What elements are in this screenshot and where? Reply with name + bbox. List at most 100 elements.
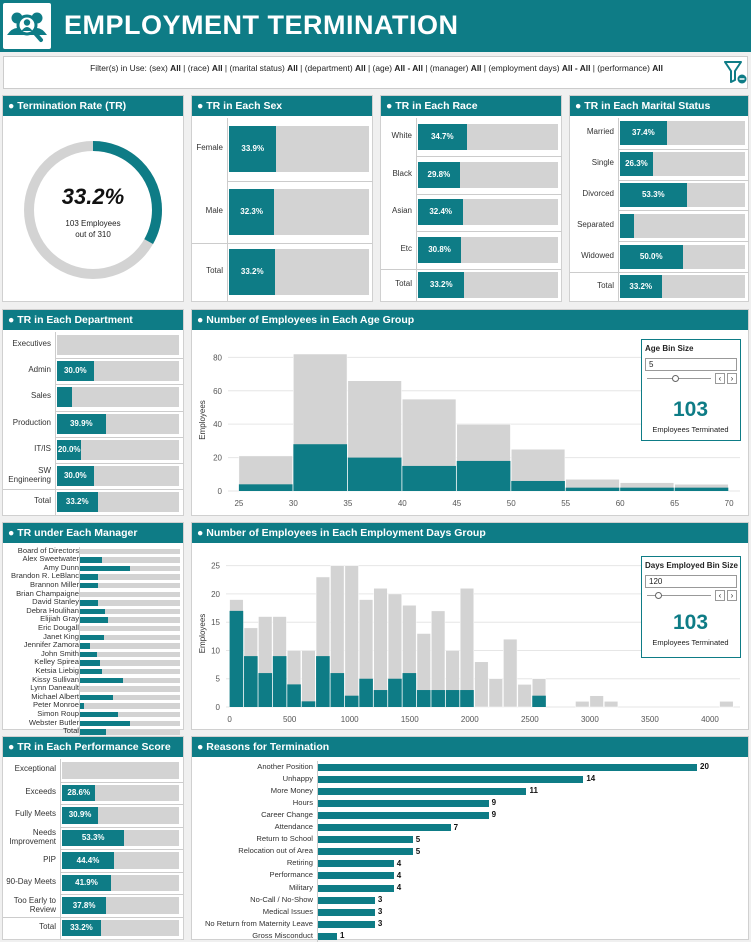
- manager-track-elijiah-gray[interactable]: [80, 617, 180, 623]
- manager-bar-jennifer-zamora[interactable]: [80, 643, 90, 649]
- reason-bar-no-call-no-show[interactable]: [318, 896, 375, 904]
- manager-track-john-smith[interactable]: [80, 651, 180, 658]
- age_chart-terminated-bar[interactable]: [238, 484, 293, 491]
- days_chart-terminated-bar[interactable]: [445, 690, 460, 707]
- department-bar-total[interactable]: 33.2%: [57, 492, 98, 512]
- days_chart-total-bar[interactable]: [474, 661, 489, 708]
- manager-bar-peter-monroe[interactable]: [80, 703, 84, 709]
- days_chart-total-bar[interactable]: [517, 684, 532, 708]
- manager-track-janet-king[interactable]: [80, 634, 180, 641]
- days_chart-terminated-bar[interactable]: [229, 610, 244, 707]
- manager-bar-david-stanley[interactable]: [80, 600, 98, 606]
- days_chart-total-bar[interactable]: [459, 588, 475, 708]
- age_chart-terminated-bar[interactable]: [402, 465, 456, 491]
- reason-bar-hours[interactable]: [318, 799, 489, 807]
- manager-bar-simon-roup[interactable]: [80, 711, 118, 718]
- reason-bar-career-change[interactable]: [318, 811, 489, 819]
- manager-track-board-of-directors[interactable]: [80, 548, 180, 555]
- department-bar-sw-engineering[interactable]: 30.0%: [57, 465, 94, 486]
- manager-track-webster-butler[interactable]: [80, 720, 180, 727]
- marital-bar-total[interactable]: 33.2%: [620, 275, 662, 298]
- performance-bar-too-early-to-review[interactable]: 37.8%: [62, 897, 107, 914]
- age_chart-terminated-bar[interactable]: [511, 480, 565, 491]
- performance-track-exceptional[interactable]: [62, 762, 179, 779]
- marital-bar-single[interactable]: 26.3%: [620, 152, 653, 177]
- reason-bar-gross-misconduct[interactable]: [318, 932, 337, 940]
- filter-performance[interactable]: (performance) All: [597, 63, 663, 73]
- days_chart-terminated-bar[interactable]: [316, 656, 330, 707]
- race-bar-total[interactable]: 33.2%: [418, 272, 465, 298]
- reason-bar-medical-issues[interactable]: [318, 908, 375, 916]
- department-track-it-is[interactable]: [57, 439, 179, 460]
- manager-bar-kissy-sullivan[interactable]: [80, 677, 123, 684]
- marital-bar-widowed[interactable]: 50.0%: [620, 244, 683, 269]
- days_chart-total-bar[interactable]: [373, 588, 388, 708]
- days_chart-total-bar[interactable]: [575, 701, 590, 708]
- days_chart-terminated-bar[interactable]: [532, 695, 546, 707]
- performance-bar-exceeds[interactable]: 28.6%: [62, 784, 96, 802]
- manager-track-brandon-r-leblanc[interactable]: [80, 574, 180, 580]
- manager-track-amy-dunn[interactable]: [80, 565, 180, 572]
- marital-track-separated[interactable]: [620, 213, 745, 238]
- age_chart-terminated-bar[interactable]: [293, 444, 348, 491]
- race-bar-white[interactable]: 34.7%: [418, 123, 467, 150]
- filter-department[interactable]: (department) All: [304, 63, 366, 73]
- department-bar-it-is[interactable]: 20.0%: [57, 439, 82, 460]
- reason-bar-more-money[interactable]: [318, 787, 527, 795]
- reason-bar-military[interactable]: [318, 884, 394, 892]
- performance-bar-fully-meets[interactable]: 30.9%: [62, 807, 99, 824]
- manager-bar-michael-albert[interactable]: [80, 694, 113, 701]
- manager-bar-kelley-spirea[interactable]: [80, 660, 100, 666]
- manager-track-total[interactable]: [80, 729, 180, 735]
- performance-bar-needs-improvement[interactable]: 53.3%: [62, 829, 125, 847]
- race-bar-black[interactable]: 29.8%: [418, 161, 460, 188]
- department-bar-admin[interactable]: 30.0%: [57, 361, 94, 382]
- reason-bar-performance[interactable]: [318, 872, 394, 880]
- manager-bar-elijiah-gray[interactable]: [80, 617, 108, 623]
- sex-bar-female[interactable]: 33.9%: [229, 126, 277, 173]
- manager-track-brian-champaigne[interactable]: [80, 591, 180, 598]
- manager-track-debra-houlihan[interactable]: [80, 608, 180, 615]
- race-bar-etc[interactable]: 30.8%: [418, 237, 462, 264]
- manager-bar-debra-houlihan[interactable]: [80, 608, 105, 615]
- marital-bar-separated[interactable]: [620, 213, 634, 238]
- filter-employment-days[interactable]: (employment days) All - All: [488, 63, 591, 73]
- days_chart-total-bar[interactable]: [488, 678, 503, 708]
- manager-bar-alex-sweetwater[interactable]: [80, 557, 102, 563]
- manager-bar-janet-king[interactable]: [80, 634, 104, 641]
- filter-race[interactable]: (race) All: [187, 63, 223, 73]
- days-bin-slider-track[interactable]: [647, 595, 711, 596]
- performance-bar-90-day-meets[interactable]: 41.9%: [62, 874, 112, 892]
- race-bar-asian[interactable]: 32.4%: [418, 199, 464, 226]
- days_chart-terminated-bar[interactable]: [431, 690, 445, 707]
- days_chart-total-bar[interactable]: [719, 701, 734, 708]
- filter-marital-status[interactable]: (marital status) All: [229, 63, 298, 73]
- department-bar-production[interactable]: 39.9%: [57, 413, 106, 434]
- age-bin-next-button[interactable]: ›: [727, 373, 737, 384]
- days_chart-total-bar[interactable]: [589, 695, 604, 708]
- reason-bar-attendance[interactable]: [318, 824, 451, 831]
- manager-track-david-stanley[interactable]: [80, 600, 180, 606]
- manager-track-kelley-spirea[interactable]: [80, 660, 180, 666]
- manager-track-michael-albert[interactable]: [80, 694, 180, 701]
- days_chart-terminated-bar[interactable]: [460, 690, 474, 707]
- days_chart-terminated-bar[interactable]: [402, 673, 417, 707]
- filter-sex[interactable]: (sex) All: [149, 63, 181, 73]
- days_chart-total-bar[interactable]: [344, 565, 359, 708]
- performance-bar-pip[interactable]: 44.4%: [62, 852, 114, 869]
- days_chart-terminated-bar[interactable]: [388, 678, 402, 707]
- manager-track-alex-sweetwater[interactable]: [80, 557, 180, 563]
- days-bin-prev-button[interactable]: ‹: [715, 590, 725, 601]
- days-bin-next-button[interactable]: ›: [727, 590, 737, 601]
- manager-track-simon-roup[interactable]: [80, 711, 180, 718]
- age-bin-prev-button[interactable]: ‹: [715, 373, 725, 384]
- manager-bar-brandon-r-leblanc[interactable]: [80, 574, 98, 580]
- marital-bar-divorced[interactable]: 53.3%: [620, 183, 687, 207]
- days_chart-terminated-bar[interactable]: [287, 684, 301, 707]
- manager-bar-amy-dunn[interactable]: [80, 565, 130, 572]
- manager-bar-brannon-miller[interactable]: [80, 582, 98, 589]
- manager-track-eric-dougall[interactable]: [80, 625, 180, 632]
- department-track-executives[interactable]: [57, 335, 179, 356]
- sex-bar-total[interactable]: 33.2%: [229, 249, 276, 295]
- days_chart-terminated-bar[interactable]: [373, 690, 388, 707]
